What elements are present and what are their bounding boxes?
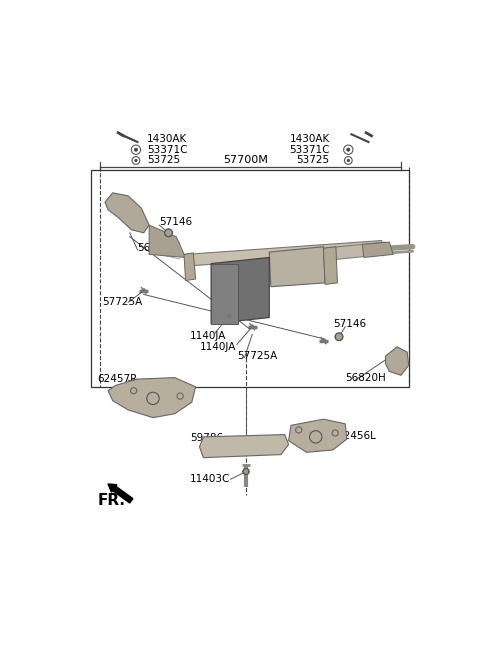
Polygon shape (108, 378, 196, 418)
Circle shape (243, 468, 249, 474)
Polygon shape (324, 242, 385, 261)
Text: 1140JA: 1140JA (200, 342, 236, 351)
Bar (91, 170, 409, 387)
Circle shape (142, 288, 145, 292)
Polygon shape (200, 434, 288, 458)
Text: 53371C: 53371C (289, 145, 330, 154)
FancyArrow shape (108, 484, 133, 503)
Text: 1430AK: 1430AK (147, 134, 187, 144)
Polygon shape (211, 263, 238, 324)
Polygon shape (149, 225, 186, 258)
Text: 1430AK: 1430AK (289, 134, 330, 144)
Text: FR.: FR. (97, 493, 125, 509)
Polygon shape (288, 419, 347, 452)
Text: 56820H: 56820H (345, 373, 386, 382)
Polygon shape (269, 246, 325, 286)
Text: 57146: 57146 (159, 217, 192, 227)
Polygon shape (105, 193, 149, 233)
Circle shape (347, 159, 349, 162)
Text: 62457R: 62457R (97, 374, 137, 384)
Circle shape (250, 325, 254, 328)
Circle shape (322, 339, 325, 342)
Circle shape (347, 148, 350, 151)
Text: 57700M: 57700M (224, 156, 268, 166)
Circle shape (134, 148, 137, 151)
Polygon shape (184, 253, 196, 281)
Text: 11403C: 11403C (190, 474, 230, 484)
Text: 57146: 57146 (333, 319, 366, 328)
Polygon shape (324, 246, 337, 284)
Text: 57725A: 57725A (237, 351, 277, 361)
Circle shape (227, 314, 231, 318)
Text: 62456L: 62456L (337, 431, 376, 441)
Text: 53371C: 53371C (147, 145, 187, 154)
Polygon shape (362, 242, 393, 258)
Text: 53725: 53725 (297, 156, 330, 166)
Text: 56820J: 56820J (137, 243, 173, 253)
Circle shape (135, 159, 137, 162)
Text: 1140JA: 1140JA (190, 331, 227, 341)
Polygon shape (385, 347, 409, 375)
Text: 59786: 59786 (190, 433, 223, 443)
Text: 53725: 53725 (147, 156, 180, 166)
Text: 57725A: 57725A (103, 297, 143, 307)
Circle shape (335, 333, 343, 340)
Circle shape (165, 229, 172, 237)
Polygon shape (211, 258, 269, 324)
Polygon shape (186, 240, 384, 266)
